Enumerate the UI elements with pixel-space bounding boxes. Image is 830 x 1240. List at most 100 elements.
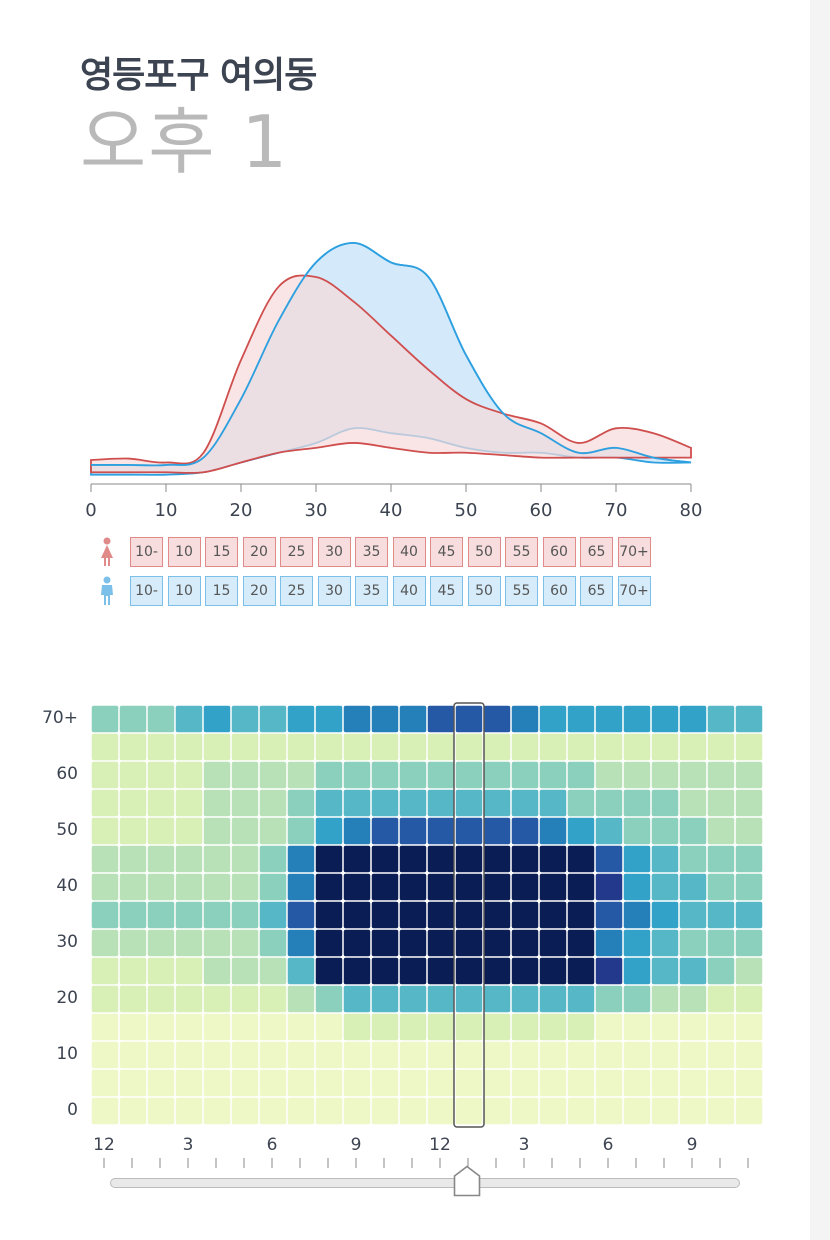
heatmap-cell <box>427 1097 455 1125</box>
heatmap-cell <box>399 1041 427 1069</box>
heatmap-cell <box>119 845 147 873</box>
heatmap-cell <box>315 817 343 845</box>
heatmap-cell <box>315 957 343 985</box>
male-age-button[interactable]: 35 <box>355 576 388 606</box>
heatmap-cell <box>735 901 763 929</box>
heatmap-cell <box>567 873 595 901</box>
female-age-button[interactable]: 30 <box>317 537 351 567</box>
time-label: 오후 1 <box>80 100 290 184</box>
heatmap-cell <box>343 817 371 845</box>
heatmap-cell <box>483 789 511 817</box>
female-age-button[interactable]: 70+ <box>617 537 651 567</box>
heatmap-cell <box>735 1069 763 1097</box>
male-age-button[interactable]: 40 <box>392 576 426 606</box>
heatmap-cell <box>231 957 259 985</box>
heatmap-cell <box>231 705 259 733</box>
hour-label: 3 <box>182 1135 194 1155</box>
heatmap-cell <box>483 985 511 1013</box>
male-age-button[interactable]: 15 <box>205 576 238 606</box>
female-age-button[interactable]: 50 <box>467 537 501 567</box>
heatmap-cell <box>259 789 287 817</box>
female-age-button[interactable]: 65 <box>580 537 613 567</box>
heatmap-cell <box>203 1097 231 1125</box>
male-age-buttons: 10- 10 15 20 25 30 35 40 45 50 55 60 65 70+ <box>130 576 651 606</box>
heatmap-cell <box>427 1013 455 1041</box>
heatmap-cell <box>399 929 427 957</box>
hour-slider-track[interactable] <box>110 1178 740 1188</box>
female-age-button[interactable]: 25 <box>280 537 313 567</box>
heatmap-cell <box>175 845 203 873</box>
male-age-button[interactable]: 55 <box>505 576 538 606</box>
female-age-button[interactable]: 55 <box>505 537 538 567</box>
heatmap-cell <box>735 1013 763 1041</box>
heatmap-cell <box>707 985 735 1013</box>
heatmap-cell <box>735 1097 763 1125</box>
heatmap-cell <box>707 1097 735 1125</box>
female-age-button[interactable]: 20 <box>242 537 276 567</box>
heatmap-cell <box>511 1069 539 1097</box>
heatmap-cell <box>623 1013 651 1041</box>
heatmap-cell <box>371 1097 399 1125</box>
heatmap-cell <box>259 817 287 845</box>
heatmap-cell <box>315 985 343 1013</box>
heatmap-cell <box>315 761 343 789</box>
male-age-button[interactable]: 50 <box>467 576 501 606</box>
heatmap-cell <box>315 1041 343 1069</box>
female-age-button[interactable]: 45 <box>430 537 463 567</box>
heatmap-cell <box>707 957 735 985</box>
male-age-button[interactable]: 70+ <box>617 576 651 606</box>
hour-slider-handle[interactable] <box>453 1165 481 1197</box>
heatmap-cell <box>343 733 371 761</box>
heatmap-cell <box>679 705 707 733</box>
heatmap-cell <box>539 761 567 789</box>
male-age-button[interactable]: 65 <box>580 576 613 606</box>
hour-label: 6 <box>602 1135 614 1155</box>
heatmap-cell <box>371 985 399 1013</box>
female-age-button[interactable]: 35 <box>355 537 388 567</box>
heatmap-cell <box>175 705 203 733</box>
heatmap-cell <box>511 873 539 901</box>
heatmap-cell <box>483 761 511 789</box>
heatmap-cell <box>175 957 203 985</box>
male-person-icon <box>101 576 113 605</box>
heatmap-cell <box>147 733 175 761</box>
heatmap-cell <box>483 705 511 733</box>
heatmap-cell <box>203 1041 231 1069</box>
heatmap-cell <box>175 901 203 929</box>
female-age-button[interactable]: 15 <box>205 537 238 567</box>
heatmap-cell <box>427 1069 455 1097</box>
heatmap-cell <box>371 873 399 901</box>
heatmap-cell <box>567 929 595 957</box>
heatmap-y-label: 10 <box>56 1044 78 1064</box>
heatmap-cell <box>483 845 511 873</box>
heatmap-cell <box>231 789 259 817</box>
heatmap-cell <box>455 1013 483 1041</box>
heatmap-cell <box>343 873 371 901</box>
heatmap-cell <box>343 705 371 733</box>
heatmap-y-label: 60 <box>56 764 78 784</box>
heatmap-cell <box>455 845 483 873</box>
male-age-button[interactable]: 25 <box>280 576 313 606</box>
male-age-button[interactable]: 10- <box>130 576 163 606</box>
female-age-button[interactable]: 10 <box>167 537 201 567</box>
heatmap-cell <box>399 985 427 1013</box>
x-tick-label: 80 <box>680 500 703 521</box>
heatmap-cell <box>175 1069 203 1097</box>
male-age-button[interactable]: 60 <box>542 576 576 606</box>
heatmap-y-label: 20 <box>56 988 78 1008</box>
female-age-button[interactable]: 40 <box>392 537 426 567</box>
female-age-button[interactable]: 10- <box>130 537 163 567</box>
male-age-button[interactable]: 20 <box>242 576 276 606</box>
heatmap-cell <box>259 1013 287 1041</box>
heatmap-cell <box>567 733 595 761</box>
male-age-button[interactable]: 30 <box>317 576 351 606</box>
female-age-button[interactable]: 60 <box>542 537 576 567</box>
heatmap-cell <box>483 957 511 985</box>
heatmap-cell <box>567 1013 595 1041</box>
male-age-button[interactable]: 10 <box>167 576 201 606</box>
heatmap-cell <box>595 761 623 789</box>
heatmap-cell <box>595 1041 623 1069</box>
x-tick-label: 10 <box>155 500 178 521</box>
heatmap-cell <box>343 929 371 957</box>
male-age-button[interactable]: 45 <box>430 576 463 606</box>
